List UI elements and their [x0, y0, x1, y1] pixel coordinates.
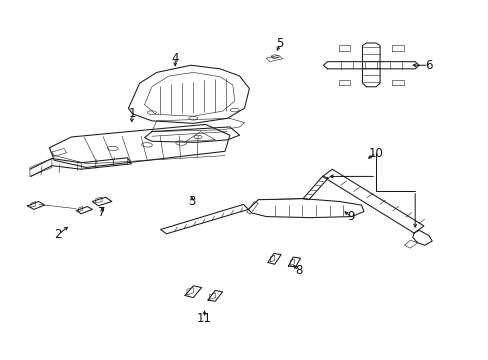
Text: 11: 11	[197, 311, 212, 325]
Text: 2: 2	[54, 228, 62, 241]
Text: 7: 7	[98, 207, 105, 220]
Text: 8: 8	[295, 264, 302, 277]
Text: 6: 6	[424, 59, 432, 72]
Text: 5: 5	[275, 37, 283, 50]
Text: 1: 1	[128, 107, 136, 120]
Text: 3: 3	[188, 195, 195, 208]
Text: 4: 4	[171, 51, 179, 64]
Text: 10: 10	[368, 147, 383, 159]
Text: 9: 9	[346, 210, 354, 223]
